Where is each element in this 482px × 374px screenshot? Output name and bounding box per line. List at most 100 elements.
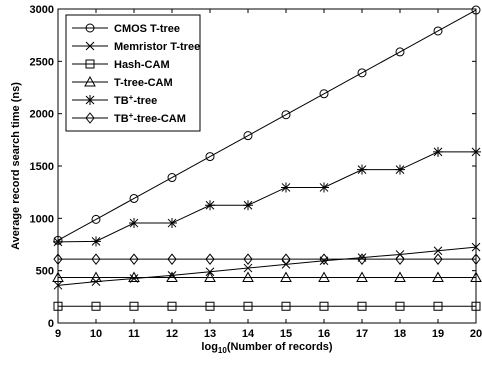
series-layer bbox=[52, 5, 482, 311]
legend-marker bbox=[85, 59, 95, 69]
data-point bbox=[395, 301, 405, 311]
data-point bbox=[167, 301, 177, 311]
data-point bbox=[281, 301, 291, 311]
legend-item: CMOS T-tree bbox=[72, 23, 180, 35]
series-line bbox=[57, 9, 477, 241]
legend-item: TB+-tree bbox=[72, 93, 157, 107]
series-tb-tree-cam bbox=[53, 253, 481, 265]
series-hash-cam bbox=[53, 301, 481, 311]
x-tick-label: 17 bbox=[356, 328, 368, 340]
series-line bbox=[57, 151, 476, 243]
legend-marker bbox=[85, 95, 95, 105]
data-point bbox=[433, 301, 443, 311]
series-t-tree-cam bbox=[52, 271, 482, 282]
legend-marker bbox=[84, 75, 96, 87]
data-point bbox=[52, 271, 64, 282]
data-point bbox=[319, 253, 329, 265]
data-point bbox=[128, 271, 140, 282]
legend-item: T-tree-CAM bbox=[72, 75, 173, 89]
data-point bbox=[357, 253, 367, 265]
data-point bbox=[471, 242, 481, 252]
y-tick-label: 1500 bbox=[30, 161, 54, 173]
legend-label: TB+-tree-CAM bbox=[114, 111, 186, 125]
legend-label: T-tree-CAM bbox=[114, 77, 173, 89]
data-point bbox=[470, 271, 482, 282]
data-point bbox=[394, 271, 406, 282]
y-tick-label: 2000 bbox=[30, 109, 54, 121]
data-point bbox=[433, 246, 443, 256]
data-point bbox=[167, 253, 177, 265]
data-point bbox=[243, 253, 253, 265]
x-axis-label-subscript: 10 bbox=[218, 346, 227, 355]
legend-label: Hash-CAM bbox=[114, 59, 170, 71]
data-point bbox=[205, 253, 215, 265]
legend-item: Hash-CAM bbox=[72, 59, 170, 71]
series-line bbox=[57, 246, 477, 286]
data-point bbox=[53, 253, 63, 265]
data-point bbox=[433, 253, 443, 265]
data-point bbox=[471, 146, 481, 157]
data-point bbox=[129, 253, 139, 265]
data-point bbox=[53, 236, 63, 247]
data-point bbox=[204, 271, 216, 282]
data-point bbox=[91, 214, 101, 224]
data-point bbox=[357, 164, 367, 175]
data-point bbox=[395, 47, 405, 57]
data-point bbox=[356, 271, 368, 282]
y-tick-label: 1000 bbox=[30, 213, 54, 225]
data-point bbox=[471, 253, 481, 265]
legend-label: Memristor T-tree bbox=[114, 41, 200, 53]
x-tick-label: 15 bbox=[280, 328, 292, 340]
y-axis: 0 500 1000 1500 2000 2500 3000 bbox=[30, 4, 476, 330]
data-point bbox=[280, 271, 292, 282]
data-point bbox=[319, 301, 329, 311]
y-tick-label: 500 bbox=[36, 266, 54, 278]
legend-item: TB+-tree-CAM bbox=[72, 111, 186, 125]
data-point bbox=[471, 301, 481, 311]
data-point bbox=[205, 200, 215, 211]
data-point bbox=[433, 146, 443, 157]
data-point bbox=[281, 110, 291, 120]
x-tick-label: 9 bbox=[55, 328, 61, 340]
legend-label: TB+-tree bbox=[114, 93, 157, 107]
legend-marker bbox=[85, 112, 95, 124]
data-point bbox=[433, 26, 443, 36]
data-point bbox=[167, 218, 177, 229]
x-tick-label: 12 bbox=[166, 328, 178, 340]
data-point bbox=[167, 173, 177, 183]
data-point bbox=[432, 271, 444, 282]
data-point bbox=[243, 263, 253, 273]
legend: CMOS T-tree Memristor T-tree Hash-CAM T-tre… bbox=[65, 14, 201, 132]
x-tick-label: 13 bbox=[204, 328, 216, 340]
series-tb-tree bbox=[53, 146, 481, 247]
data-point bbox=[243, 301, 253, 311]
data-point bbox=[281, 182, 291, 193]
data-point bbox=[471, 5, 481, 15]
data-point bbox=[318, 271, 330, 282]
y-tick-label: 2500 bbox=[30, 56, 54, 68]
data-point bbox=[205, 301, 215, 311]
data-point bbox=[357, 68, 367, 78]
data-point bbox=[395, 164, 405, 175]
data-point bbox=[91, 301, 101, 311]
x-tick-label: 18 bbox=[394, 328, 406, 340]
data-point bbox=[243, 131, 253, 141]
x-tick-label: 19 bbox=[432, 328, 444, 340]
x-axis-label: log10(Number of records) bbox=[201, 341, 332, 355]
legend-box bbox=[65, 14, 201, 132]
x-tick-label: 20 bbox=[470, 328, 482, 340]
x-tick-label: 16 bbox=[318, 328, 330, 340]
x-tick-label: 10 bbox=[90, 328, 102, 340]
x-axis: 9 10 11 12 13 14 15 16 17 18 19 20 bbox=[55, 9, 482, 340]
data-point bbox=[91, 253, 101, 265]
data-point bbox=[166, 271, 178, 282]
data-point bbox=[357, 301, 367, 311]
data-point bbox=[243, 200, 253, 211]
data-point bbox=[129, 193, 139, 203]
data-point bbox=[129, 301, 139, 311]
data-point bbox=[319, 89, 329, 99]
x-axis-label-main: log bbox=[201, 341, 218, 353]
legend-label: CMOS T-tree bbox=[114, 23, 180, 35]
data-point bbox=[90, 271, 102, 282]
